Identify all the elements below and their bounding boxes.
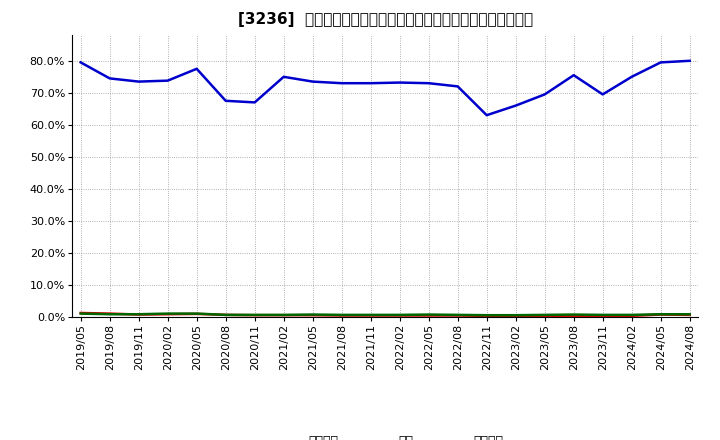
在庫 [424, 81, 433, 86]
売上債権 [424, 313, 433, 318]
在庫 [657, 60, 665, 65]
買入債務 [251, 312, 259, 318]
Line: 買入債務: 買入債務 [81, 314, 690, 315]
売上債権 [541, 313, 549, 319]
在庫 [395, 80, 404, 85]
Line: 売上債権: 売上債権 [81, 313, 690, 316]
買入債務 [541, 312, 549, 318]
売上債権 [221, 312, 230, 318]
売上債権 [308, 312, 317, 318]
売上債権 [135, 312, 143, 317]
買入債務 [598, 312, 607, 318]
買入債務 [221, 312, 230, 318]
買入債務 [424, 312, 433, 317]
在庫 [251, 100, 259, 105]
売上債権 [627, 313, 636, 319]
在庫 [454, 84, 462, 89]
在庫 [338, 81, 346, 86]
在庫 [221, 98, 230, 103]
買入債務 [395, 312, 404, 318]
買入債務 [192, 311, 201, 316]
在庫 [570, 73, 578, 78]
在庫 [105, 76, 114, 81]
買入債務 [279, 312, 288, 318]
在庫 [482, 113, 491, 118]
在庫 [308, 79, 317, 84]
買入債務 [338, 312, 346, 318]
買入債務 [308, 312, 317, 317]
在庫 [627, 74, 636, 80]
売上債権 [192, 311, 201, 316]
Line: 在庫: 在庫 [81, 61, 690, 115]
買入債務 [685, 312, 694, 317]
売上債権 [279, 312, 288, 318]
売上債権 [251, 312, 259, 318]
売上債権 [366, 313, 375, 318]
在庫 [192, 66, 201, 71]
売上債権 [454, 313, 462, 318]
買入債務 [135, 312, 143, 317]
買入債務 [163, 311, 172, 316]
在庫 [163, 78, 172, 83]
売上債権 [76, 310, 85, 315]
買入債務 [570, 312, 578, 317]
売上債権 [163, 312, 172, 317]
買入債務 [366, 312, 375, 318]
買入債務 [511, 312, 520, 318]
在庫 [685, 58, 694, 63]
売上債権 [482, 313, 491, 319]
買入債務 [454, 312, 462, 318]
Legend: 売上債権, 在庫, 買入債務: 売上債権, 在庫, 買入債務 [262, 430, 508, 440]
売上債権 [570, 313, 578, 319]
在庫 [135, 79, 143, 84]
売上債権 [685, 312, 694, 318]
売上債権 [657, 312, 665, 317]
売上債権 [395, 313, 404, 318]
在庫 [279, 74, 288, 80]
売上債権 [338, 313, 346, 318]
在庫 [366, 81, 375, 86]
売上債権 [598, 313, 607, 319]
売上債権 [105, 311, 114, 316]
売上債権 [511, 313, 520, 319]
在庫 [511, 103, 520, 108]
在庫 [76, 60, 85, 65]
買入債務 [657, 312, 665, 317]
在庫 [598, 92, 607, 97]
買入債務 [105, 312, 114, 317]
Title: [3236]  売上債権、在庫、買入債務の総資産に対する比率の推移: [3236] 売上債権、在庫、買入債務の総資産に対する比率の推移 [238, 12, 533, 27]
在庫 [541, 92, 549, 97]
買入債務 [482, 312, 491, 318]
買入債務 [627, 312, 636, 318]
買入債務 [76, 311, 85, 316]
